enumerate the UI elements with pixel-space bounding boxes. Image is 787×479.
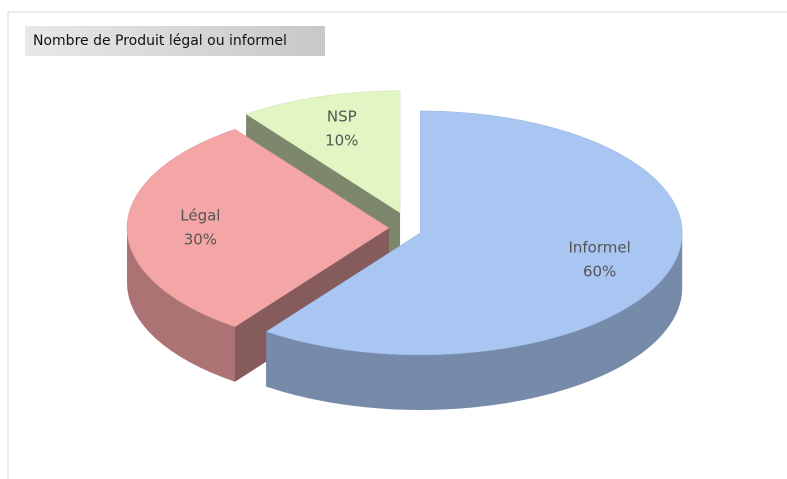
slice-category-label: Légal [180, 207, 220, 225]
slice [245, 90, 401, 214]
slice-category-label: Informel [568, 239, 630, 257]
slice-wall [266, 232, 683, 410]
slice-value-label: 10% [325, 132, 358, 150]
slice [126, 129, 390, 327]
slice-wall [127, 228, 236, 382]
slice-value-label: 60% [583, 263, 616, 281]
chart-title: Nombre de Produit légal ou informel [33, 33, 287, 49]
title-box [25, 26, 325, 56]
slice-value-label: 30% [184, 231, 217, 249]
slice-category-label: NSP [327, 108, 357, 126]
slice [265, 110, 683, 356]
